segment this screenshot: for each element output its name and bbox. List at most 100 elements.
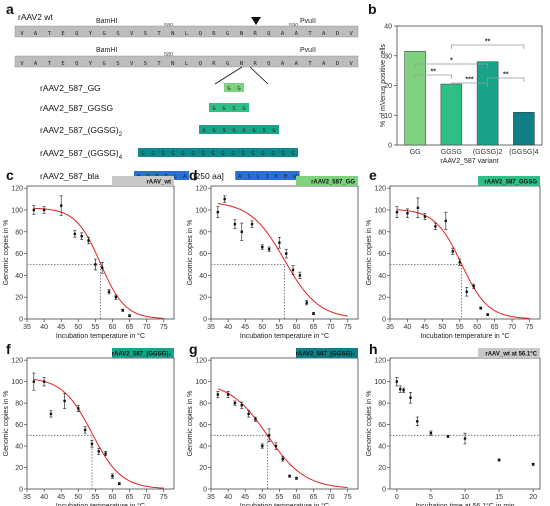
construct-residue: G: [212, 106, 215, 112]
residue: L: [185, 61, 189, 67]
construct-bar: [224, 83, 244, 92]
x-tick-label: 35: [23, 494, 31, 501]
residue: Q: [75, 61, 78, 67]
data-point: [77, 407, 80, 410]
x-tick-label: 70: [143, 324, 151, 331]
data-point: [118, 482, 121, 485]
plot-frame: [26, 357, 175, 490]
bla-bar-left: [134, 171, 190, 180]
x-axis-label: Incubation temperature in °C: [56, 332, 145, 340]
y-tick-label: 120: [374, 186, 386, 193]
data-point: [32, 208, 36, 212]
y-tick-label: 60: [199, 422, 207, 429]
x-tick-label: 45: [421, 324, 429, 331]
residue: A: [34, 31, 38, 37]
y-axis-label: Genomic copies in %: [3, 391, 10, 457]
x-tick-label: 65: [310, 324, 318, 331]
x-tick-label: 55: [91, 324, 99, 331]
residue: Q: [199, 61, 202, 67]
data-point: [402, 389, 405, 392]
panel-label-c: c: [6, 167, 14, 183]
residue: R: [212, 31, 216, 37]
x-tick-label: 50: [74, 494, 82, 501]
y-tick-label: 120: [11, 358, 23, 365]
y-axis-label: Genomic copies in %: [187, 220, 194, 286]
data-point: [486, 313, 489, 316]
construct-residue: G: [231, 151, 234, 157]
construct-residue: G: [261, 151, 264, 157]
x-tick-label: 55: [91, 494, 99, 501]
panel-label-h: h: [369, 341, 378, 357]
y-tick-label: 40: [378, 444, 386, 451]
x-tick-label: 35: [207, 324, 215, 331]
x-tick-label: 45: [241, 494, 249, 501]
x-tick-label: 40: [404, 324, 412, 331]
construct-residue: S: [161, 151, 164, 157]
y-tick-label: 0: [203, 487, 207, 494]
bla-residue: L: [174, 174, 178, 180]
x-tick-label: 35: [207, 494, 215, 501]
bar-chart-b: 0 10 20 30 40 GG GGSG (GGSG)2 (GGSG)4 rAAV2_587 v…: [380, 24, 543, 165]
y-tick-label: 0: [382, 317, 386, 324]
panel-g: g 0 20 40 60 80 100 120 35 40 45 50 55 60 65 70 75 Incub…: [187, 341, 359, 506]
construct-name: rAAV2_587_GG: [40, 83, 101, 93]
scatter-chart-f: 0 20 40 60 80 100 120 35 40 45 50 55 60 65 70 75 Incubat…: [3, 348, 175, 506]
data-point: [80, 234, 83, 238]
x-tick-label: 55: [456, 324, 464, 331]
residue: Y: [89, 61, 93, 67]
y-tick-label: 100: [11, 207, 23, 214]
series-tag-bg: [112, 348, 174, 358]
x-tick-label: 45: [57, 324, 65, 331]
x-tick-label: 35: [386, 324, 394, 331]
construct-residue: G: [251, 151, 254, 157]
x-axis-label: Incubation time at 56.1°C in min: [415, 502, 514, 506]
construct-residue: G: [191, 151, 194, 157]
construct-residue: G: [237, 86, 240, 92]
data-point: [233, 222, 237, 226]
data-point: [416, 206, 420, 210]
x-tick-label: 65: [126, 324, 134, 331]
construct-residue: G: [211, 151, 214, 157]
construct-residue: G: [202, 128, 205, 134]
y-axis-label: % of mVenus positive cells: [380, 44, 387, 127]
x-axis-label: Incubation temperature in °C: [56, 502, 145, 506]
y-tick-label: 0: [19, 317, 23, 324]
residue: E: [61, 31, 64, 37]
construct-residue: S: [281, 151, 284, 157]
data-point: [107, 290, 111, 293]
scatter-chart-c: 0 20 40 60 80 100 120 35 40 45 50 55 60 65 70 75 Incubat…: [3, 176, 175, 340]
y-tick-label: 0: [19, 487, 23, 494]
x-tick-label: 50: [74, 324, 82, 331]
y-tick-label: 100: [195, 379, 207, 386]
y-tick-label: 120: [374, 358, 386, 365]
data-point: [531, 463, 535, 466]
residue: A: [281, 61, 285, 67]
panel-label-g: g: [189, 341, 198, 357]
bar: [476, 61, 499, 146]
series-tag: rAAV2_587_(GGSG)₄: [296, 352, 356, 358]
data-point: [406, 212, 409, 215]
data-point: [97, 450, 100, 453]
y-tick-label: 60: [378, 422, 386, 429]
residue: S: [116, 61, 119, 67]
y-tick-label: 100: [374, 207, 386, 214]
data-point: [312, 312, 315, 315]
construct-residue: G: [171, 151, 174, 157]
insert-guide-right: [249, 66, 269, 85]
series-tag-bg: [112, 176, 174, 186]
data-point: [42, 208, 46, 212]
data-point: [32, 380, 36, 383]
x-tick-label: 60: [109, 324, 117, 331]
data-point: [444, 219, 448, 223]
construct-bar: [138, 148, 298, 157]
y-tick-label: 40: [15, 273, 23, 280]
significance-label: **: [503, 72, 509, 79]
bla-residue: S: [247, 174, 250, 180]
construct-residue: G: [291, 151, 294, 157]
panel-label-a: a: [6, 1, 14, 17]
residue: V: [349, 31, 353, 37]
y-tick-label: 40: [378, 273, 386, 280]
panel-b: b 0 10 20 30 40 GG GGSG (GGSG)2 (GGSG)4 rAAV2_587…: [368, 1, 543, 165]
construct-residue: G: [212, 128, 215, 134]
